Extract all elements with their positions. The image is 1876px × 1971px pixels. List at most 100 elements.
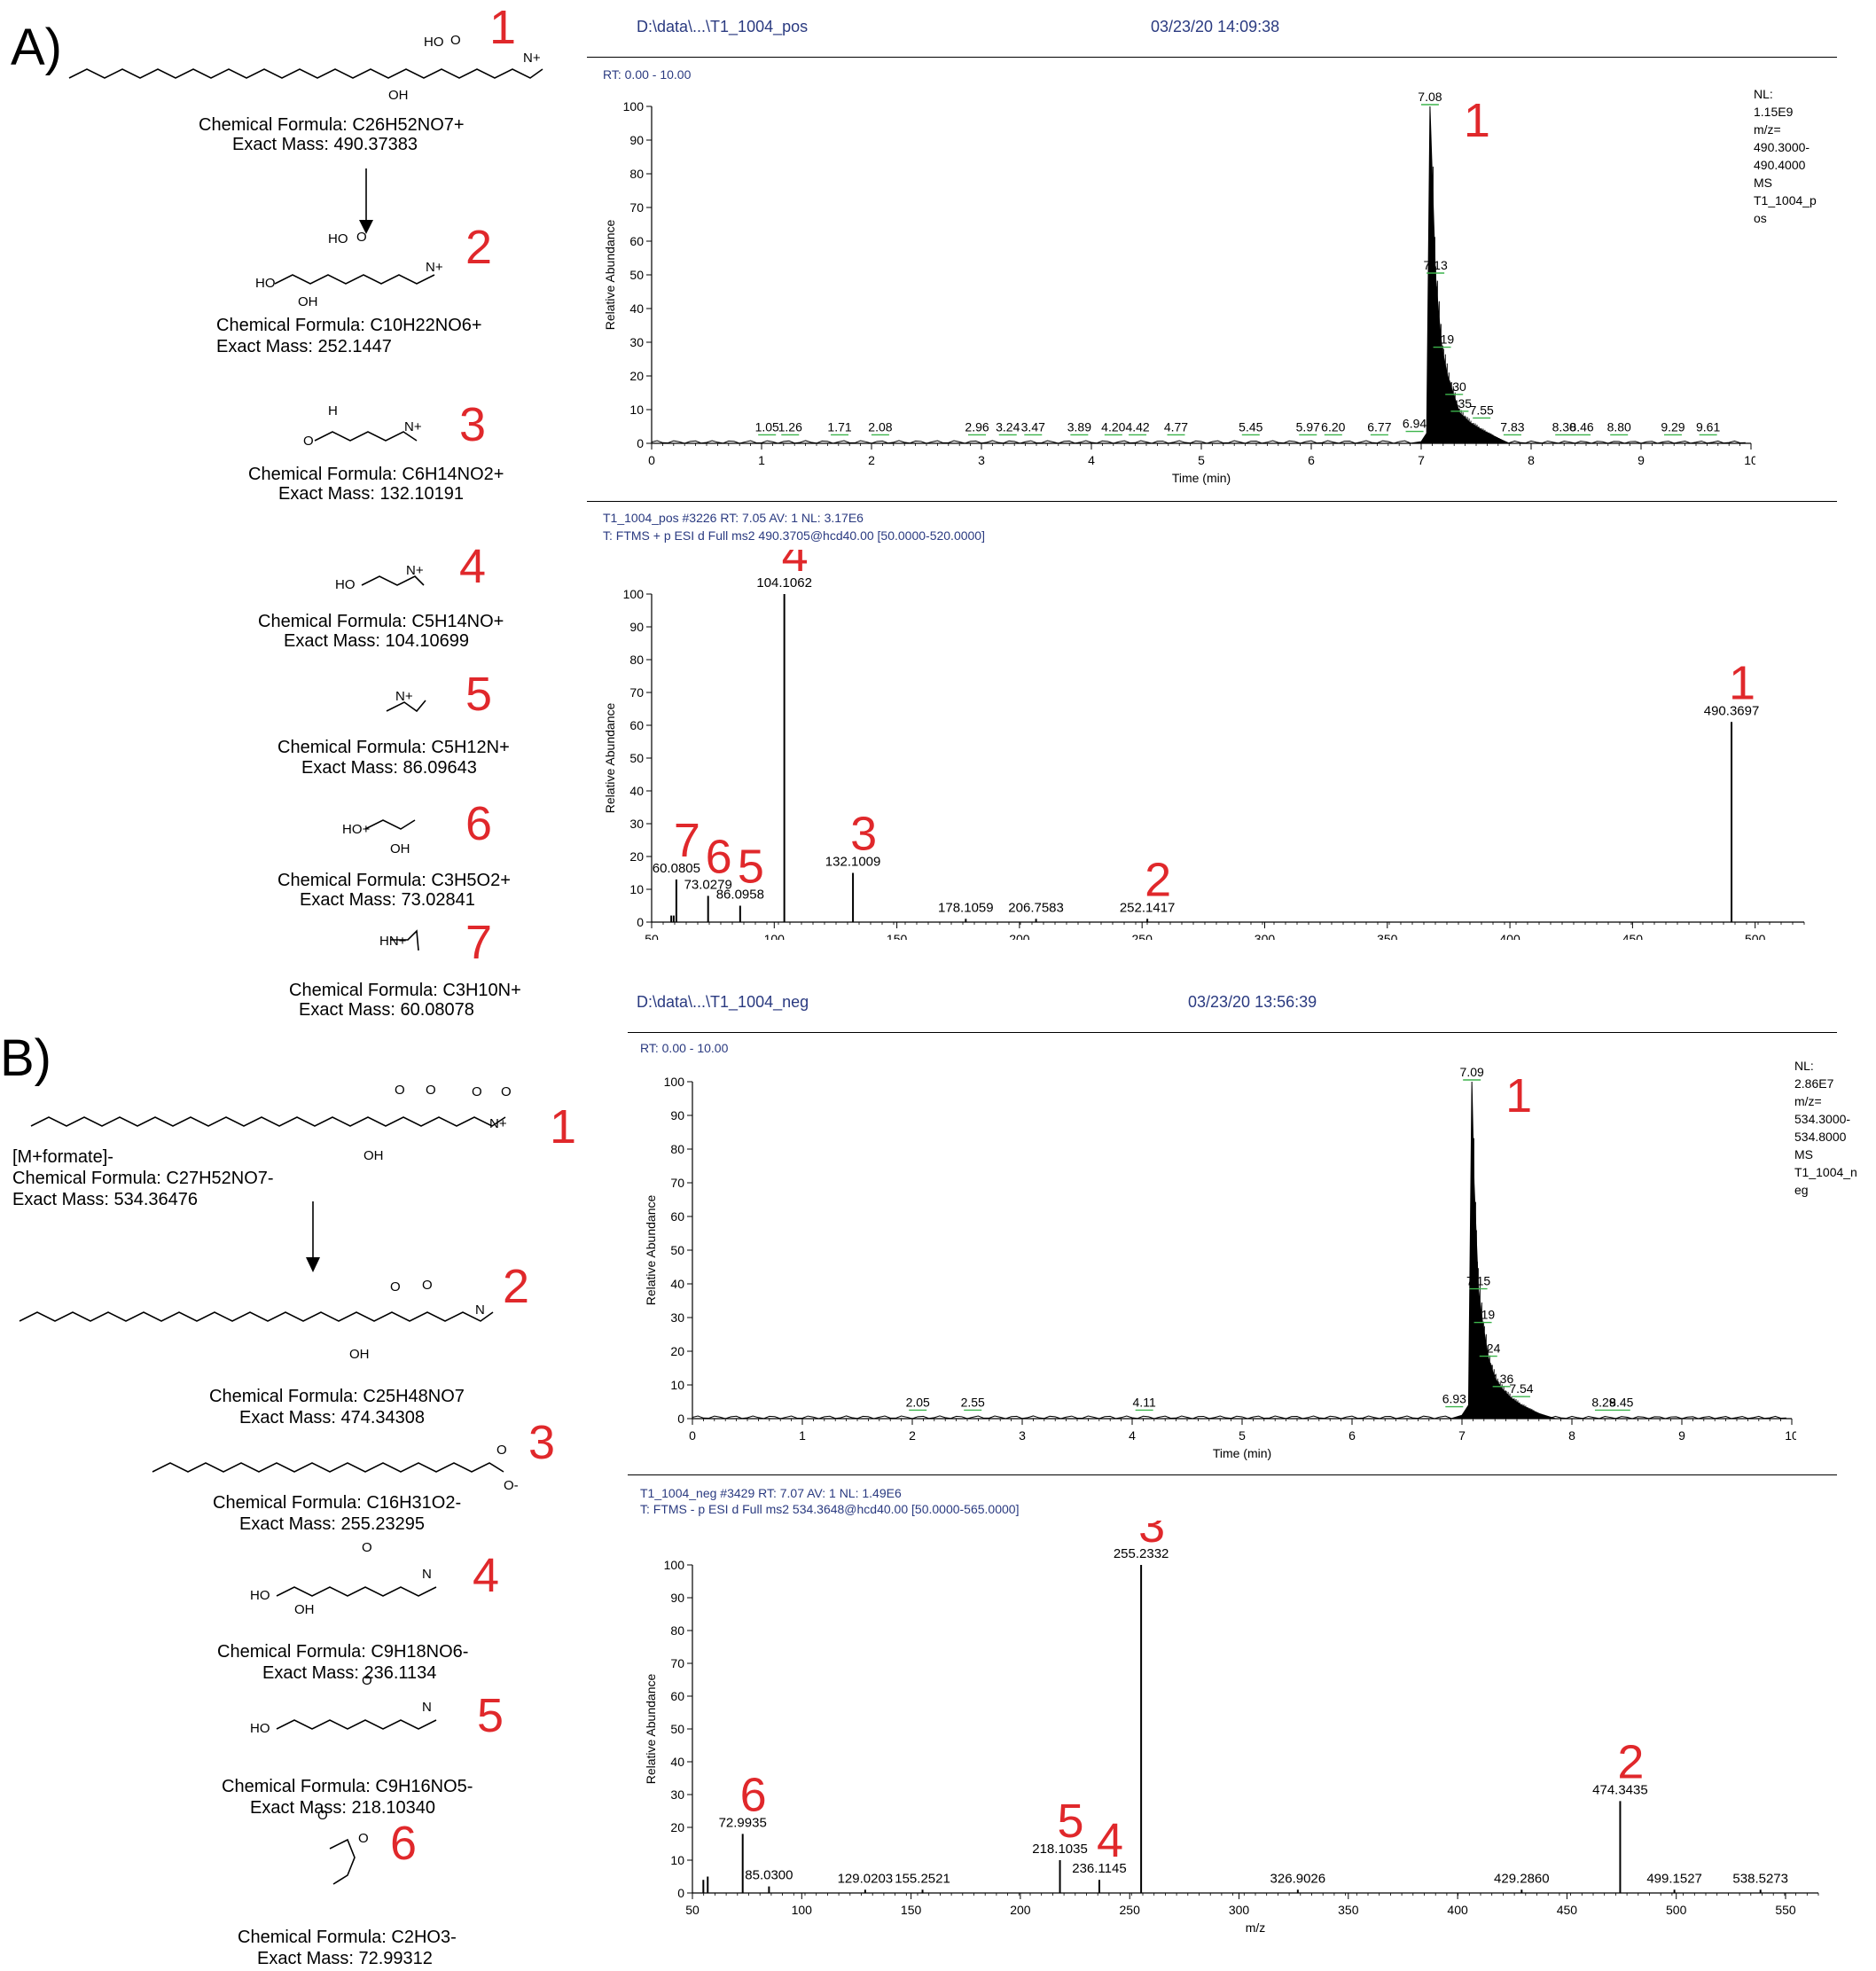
ms-peak-number: 4 [1097,1814,1123,1867]
rt-label: 1.26 [778,419,802,434]
ms-peak-number: 3 [850,808,877,861]
x-tick-label: 10 [1785,1428,1796,1443]
label-a7: 7 [465,916,493,969]
formula-b5: Chemical Formula: C9H16NO5- [222,1777,473,1796]
ms-peak-number: 3 [1138,1521,1165,1553]
svg-text:OH: OH [349,1347,370,1362]
formula-a4: Chemical Formula: C5H14NO+ [258,612,504,631]
rt-label: 7.08 [1418,90,1442,104]
x-tick-label: 100 [792,1903,813,1917]
mass-b4: Exact Mass: 236.1134 [262,1663,437,1683]
x-tick-label: 4 [1088,453,1095,467]
rt-label: 2.08 [868,419,892,434]
x-tick-label: 2 [909,1428,916,1443]
ms-peak-number: 4 [782,550,809,582]
nl-a-6: T1_1004_p [1754,193,1817,207]
formula-a1: Chemical Formula: C26H52NO7+ [199,115,465,135]
y-tick-label: 0 [637,436,644,450]
svg-text:HO: HO [424,35,444,50]
y-tick-label: 30 [629,817,644,831]
label-a2: 2 [465,221,493,274]
y-tick-label: 90 [670,1591,684,1605]
x-tick-label: 500 [1745,932,1766,940]
ms-peak-label: 255.2332 [1114,1546,1169,1561]
structure-b5 [276,1719,437,1730]
ms-peak-label: 72.9935 [719,1815,767,1830]
x-axis-label: m/z [1246,1920,1266,1935]
y-tick-label: 100 [664,1558,685,1572]
y-tick-label: 10 [670,1853,684,1867]
formula-b6: Chemical Formula: C2HO3- [238,1928,457,1947]
rt-label: 4.77 [1164,419,1188,434]
ms2-spectrum-b: 0 10 20 30 40 50 60 70 80 90 100 50 100 150 200 250 300 3… [644,1521,1819,1935]
mass-b1: Exact Mass: 534.36476 [12,1190,199,1209]
structure-b3 [152,1462,504,1473]
arrow-b [306,1257,320,1272]
svg-text:O: O [317,1808,328,1823]
x-tick-label: 300 [1229,1903,1250,1917]
baseline-trace [651,440,1411,444]
ms-peak-label: 538.5273 [1732,1871,1788,1886]
ms2-spectrum-a: 0 10 20 30 40 50 60 70 80 90 100 50 100 150 200 250 300 3… [603,550,1805,940]
x-tick-label: 250 [1120,1903,1141,1917]
structure-a5 [386,700,426,713]
ms-peak-label: 178.1059 [938,900,994,915]
formula-b3: Chemical Formula: C16H31O2- [213,1493,462,1513]
svg-text:N: N [422,1567,432,1582]
label-b5: 5 [477,1689,504,1742]
formula-b4: Chemical Formula: C9H18NO6- [217,1642,469,1662]
formula-a3: Chemical Formula: C6H14NO2+ [248,465,504,484]
y-tick-label: 50 [670,1243,684,1257]
y-tick-label: 30 [670,1310,684,1325]
y-tick-label: 80 [629,653,644,667]
y-tick-label: 40 [670,1755,684,1769]
x-tick-label: 0 [689,1428,696,1443]
y-tick-label: 60 [670,1209,684,1224]
ms-peak-number: 2 [1145,853,1171,906]
mass-a4: Exact Mass: 104.10699 [284,631,470,651]
x-tick-label: 50 [685,1903,700,1917]
rt-range-a-text: RT: 0.00 - 10.00 [603,67,692,82]
rt-label: 2.05 [906,1395,930,1409]
rt-label: 3.89 [1067,419,1091,434]
svg-text:O: O [496,1443,507,1458]
ms-peak-label: 474.3435 [1592,1782,1648,1797]
label-b6: 6 [390,1817,418,1870]
x-tick-label: 400 [1447,1903,1468,1917]
svg-text:O: O [303,434,314,449]
rt-label: 6.77 [1367,419,1391,434]
x-tick-label: 4 [1129,1428,1136,1443]
x-tick-label: 100 [764,932,786,940]
rt-label: 1.71 [827,419,851,434]
ms-peak-label: 86.0958 [716,888,764,903]
x-tick-label: 6 [1348,1428,1356,1443]
y-tick-label: 80 [670,1623,684,1638]
formula-b2: Chemical Formula: C25H48NO7 [209,1387,465,1406]
y-tick-label: 70 [629,200,644,215]
ms-peak-label: 104.1062 [756,575,812,591]
x-tick-label: 9 [1678,1428,1685,1443]
scan-b1: T1_1004_neg #3429 RT: 7.07 AV: 1 NL: 1.4… [640,1486,902,1500]
x-tick-label: 550 [1775,1903,1796,1917]
y-tick-label: 60 [670,1689,684,1703]
y-tick-label: 100 [623,587,645,601]
ms-peak-label: 252.1417 [1120,900,1176,915]
y-tick-label: 10 [629,403,644,417]
nl-b-2: m/z= [1794,1094,1822,1108]
file-b: D:\data\...\T1_1004_neg [637,993,809,1011]
nl-a-2: m/z= [1754,122,1781,137]
nl-b-6: T1_1004_n [1794,1165,1857,1179]
rt-label: 4.20 [1101,419,1125,434]
x-tick-label: 8 [1568,1428,1575,1443]
structure-a2 [274,274,435,285]
svg-text:HO: HO [335,577,356,592]
rt-label: 8.46 [1569,419,1593,434]
nl-b-1: 2.86E7 [1794,1076,1834,1091]
x-tick-label: 1 [758,453,765,467]
mass-b6: Exact Mass: 72.99312 [257,1949,433,1968]
mass-b3: Exact Mass: 255.23295 [239,1514,426,1534]
chromatogram-a: 0 10 20 30 40 50 60 70 80 90 100 0 1 2 3 4 5 6 7 8 9 10 Time (… [603,90,1755,485]
y-tick-label: 80 [670,1142,684,1156]
rt-label: 6.94 [1403,417,1427,431]
prefix-b1: [M+formate]- [12,1147,113,1167]
